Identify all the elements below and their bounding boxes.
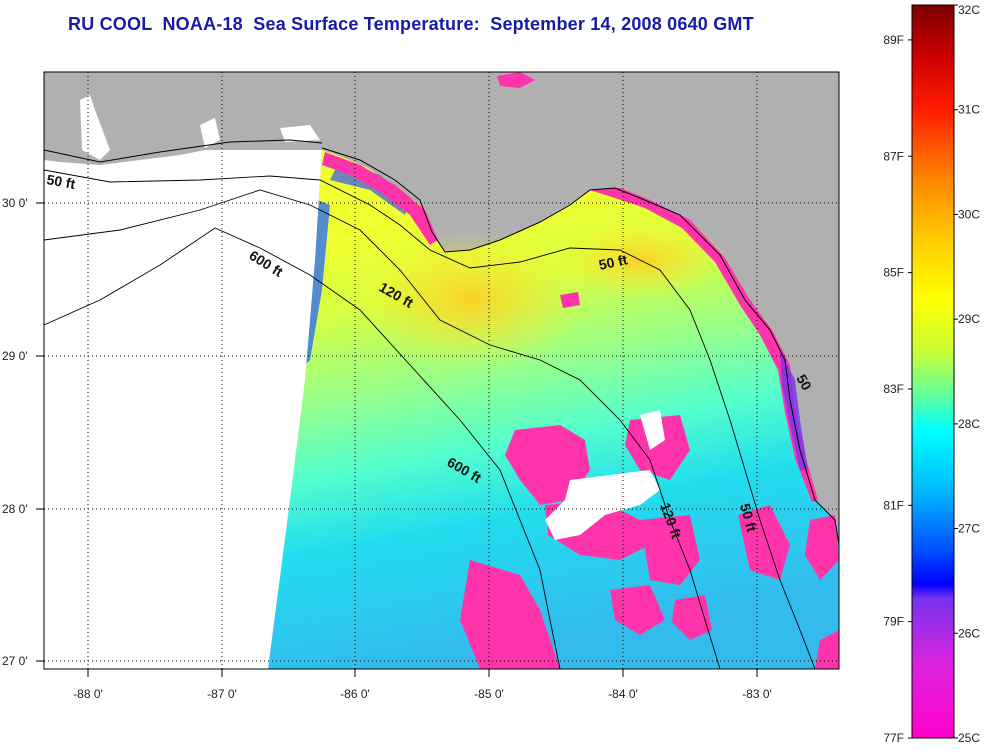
contour-label: 50 ft [737,502,760,534]
longitude-label: -85 0' [474,687,504,701]
celsius-label: 28C [958,417,980,431]
fahrenheit-label: 89F [883,33,904,47]
fahrenheit-label: 81F [883,498,904,512]
latitude-label: 30 0' [2,196,28,210]
graticule [44,72,839,669]
longitude-label: -86 0' [340,687,370,701]
temperature-color-scale [911,4,955,739]
contour-label: 50 ft [45,171,76,192]
celsius-label: 26C [958,626,980,640]
color-scale-ticks [908,4,958,739]
longitude-label: -88 0' [73,687,103,701]
no-data-patch [640,410,665,450]
fahrenheit-label: 77F [883,731,904,745]
map-frame [43,71,840,670]
contour-label: 50 [793,372,815,394]
fahrenheit-label: 85F [883,266,904,280]
nearshore-cold-band [590,188,818,502]
contour-label: 50 ft [597,251,629,273]
celsius-label: 29C [958,312,980,326]
warm-water-patch [350,230,590,370]
bay-area [80,95,110,160]
nearshore-cold-band [322,152,438,245]
bay-area [200,118,220,148]
celsius-label: 27C [958,522,980,536]
latitude-label: 27 0' [2,654,28,668]
contour-120ft [44,189,721,669]
latitude-label: 29 0' [2,349,28,363]
contour-600ft [44,227,561,669]
map-title: RU COOL NOAA-18 Sea Surface Temperature:… [68,14,754,34]
fahrenheit-label: 79F [883,615,904,629]
longitude-label: -83 0' [742,687,772,701]
longitude-label: -87 0' [207,687,237,701]
inland-lake [497,72,535,88]
latitude-label: 28 0' [2,502,28,516]
celsius-label: 30C [958,207,980,221]
no-data-patch [545,470,660,540]
celsius-label: 32C [958,3,980,17]
contour-50ft [44,169,816,669]
cold-patches [460,292,839,669]
color-scale-labels: 32C 31C 30C 29C 28C 27C 26C 25C 89F 87F 85F 83F 81F 7… [883,3,980,745]
axis-ticks [36,202,758,677]
bay-area [280,125,320,142]
celsius-label: 25C [958,731,980,745]
celsius-label: 31C [958,103,980,117]
fahrenheit-label: 83F [883,382,904,396]
no-coverage-area [44,150,322,669]
longitude-label: -84 0' [608,687,638,701]
fahrenheit-label: 87F [883,149,904,163]
